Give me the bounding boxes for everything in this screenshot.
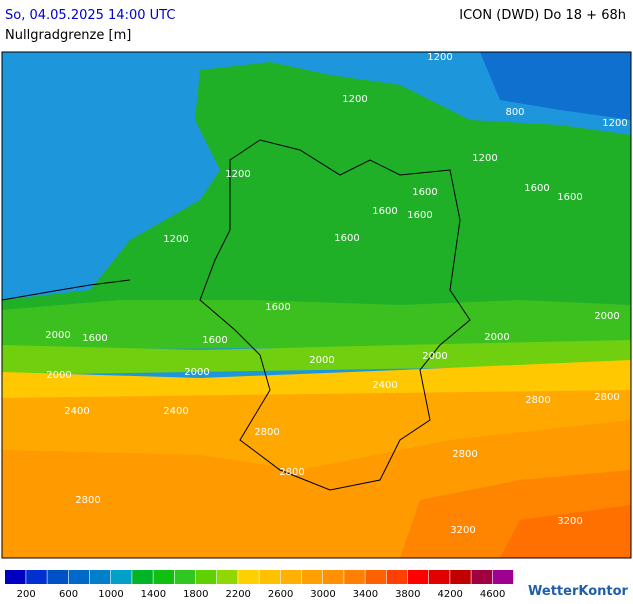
colorbar-label: 1800 <box>183 589 208 600</box>
map <box>1 51 632 559</box>
contour-label: 1200 <box>472 153 497 164</box>
colorbar-label: 4200 <box>437 589 462 600</box>
colorbar-swatch <box>344 570 365 584</box>
contour-label: 2800 <box>279 467 304 478</box>
contour-label: 2000 <box>184 367 209 378</box>
colorbar-swatch <box>111 570 132 584</box>
parameter: Nullgradgrenze [m] <box>5 28 131 43</box>
colorbar-swatch <box>174 570 196 584</box>
colorbar-swatch <box>217 570 238 584</box>
colorbar-swatch <box>132 570 153 584</box>
colorbar-swatch <box>450 570 471 584</box>
colorbar-swatch <box>238 570 259 584</box>
colorbar-swatch <box>429 570 450 584</box>
colorbar-label: 4600 <box>480 589 505 600</box>
green-region <box>2 62 631 330</box>
model-run: ICON (DWD) Do 18 + 68h <box>459 8 626 23</box>
contour-label: 2000 <box>309 355 334 366</box>
contour-label: 2400 <box>372 380 397 391</box>
colorbar-swatch <box>89 570 111 584</box>
contour-label: 800 <box>505 107 524 118</box>
colorbar-label: 200 <box>17 589 36 600</box>
contour-label: 2000 <box>422 351 447 362</box>
colorbar-swatch <box>323 570 344 584</box>
contour-label: 1200 <box>427 52 452 63</box>
contour-label: 1200 <box>342 94 367 105</box>
contour-label: 1600 <box>557 192 582 203</box>
contour-label: 1200 <box>225 169 250 180</box>
colorbar-label: 600 <box>59 589 78 600</box>
colorbar-label: 3800 <box>395 589 420 600</box>
yellow-green-region <box>2 340 631 375</box>
contour-label: 2000 <box>46 370 71 381</box>
contour-label: 1600 <box>372 206 397 217</box>
contour-label: 2400 <box>64 406 89 417</box>
colorbar-label: 1000 <box>98 589 123 600</box>
contour-label: 1600 <box>202 335 227 346</box>
light-green-region <box>2 300 631 350</box>
colorbar-swatch <box>47 570 68 584</box>
coastline <box>2 279 131 301</box>
contour-label: 2000 <box>594 311 619 322</box>
colorbar-swatch <box>195 570 217 584</box>
country-border <box>199 139 471 491</box>
contour-label: 1600 <box>524 183 549 194</box>
colorbar-label: 3400 <box>353 589 378 600</box>
colorbar-swatch <box>153 570 174 584</box>
colorbar-label: 2600 <box>268 589 293 600</box>
colorbar-swatch <box>301 570 323 584</box>
contour-label: 2400 <box>163 406 188 417</box>
contour-label: 1200 <box>602 118 627 129</box>
contour-label: 1600 <box>407 210 432 221</box>
colorbar-swatch <box>365 570 386 584</box>
colorbar-swatch <box>492 570 514 584</box>
contour-label: 3200 <box>557 516 582 527</box>
colorbar-swatch <box>68 570 90 584</box>
colorbar-swatch <box>407 570 429 584</box>
colorbar-swatch <box>5 570 26 584</box>
colorbar-swatch <box>280 570 302 584</box>
contour-label: 2800 <box>452 449 477 460</box>
colorbar-swatch <box>26 570 47 584</box>
datetime: So, 04.05.2025 14:00 UTC <box>5 8 175 23</box>
red-orange-region <box>500 505 631 558</box>
colorbar-label: 1400 <box>141 589 166 600</box>
yellow-region <box>2 360 631 400</box>
contour-label: 1600 <box>265 302 290 313</box>
map-frame <box>1 51 632 559</box>
contour-label: 1600 <box>334 233 359 244</box>
contour-label: 2800 <box>594 392 619 403</box>
contour-label: 2800 <box>75 495 100 506</box>
contour-label: 1600 <box>82 333 107 344</box>
contour-label: 2800 <box>254 427 279 438</box>
logo: WetterKontor <box>528 584 629 599</box>
contour-label: 1600 <box>412 187 437 198</box>
colorbar-swatch <box>471 570 492 584</box>
contour-label: 2000 <box>484 332 509 343</box>
colorbar-label: 3000 <box>310 589 335 600</box>
colorbar-swatch <box>259 570 280 584</box>
contour-label: 3200 <box>450 525 475 536</box>
contour-label: 1200 <box>163 234 188 245</box>
dark-blue-region <box>480 52 631 120</box>
contour-label: 2800 <box>525 395 550 406</box>
colorbar-swatch <box>386 570 408 584</box>
colorbar-label: 2200 <box>225 589 250 600</box>
contour-label: 2000 <box>45 330 70 341</box>
